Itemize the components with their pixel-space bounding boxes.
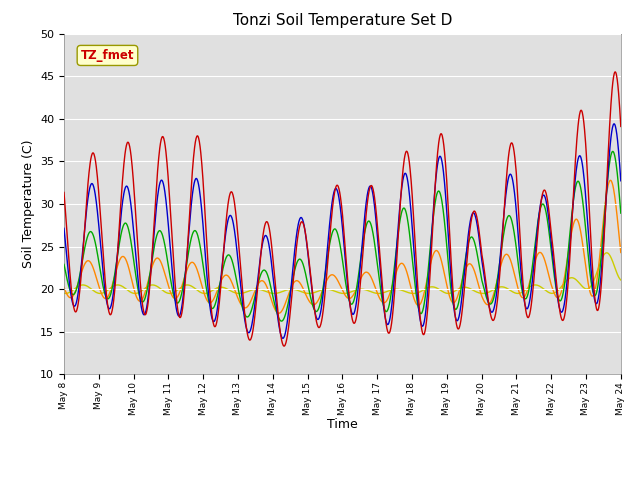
X-axis label: Time: Time: [327, 418, 358, 431]
Y-axis label: Soil Temperature (C): Soil Temperature (C): [22, 140, 35, 268]
Title: Tonzi Soil Temperature Set D: Tonzi Soil Temperature Set D: [233, 13, 452, 28]
Text: TZ_fmet: TZ_fmet: [81, 49, 134, 62]
